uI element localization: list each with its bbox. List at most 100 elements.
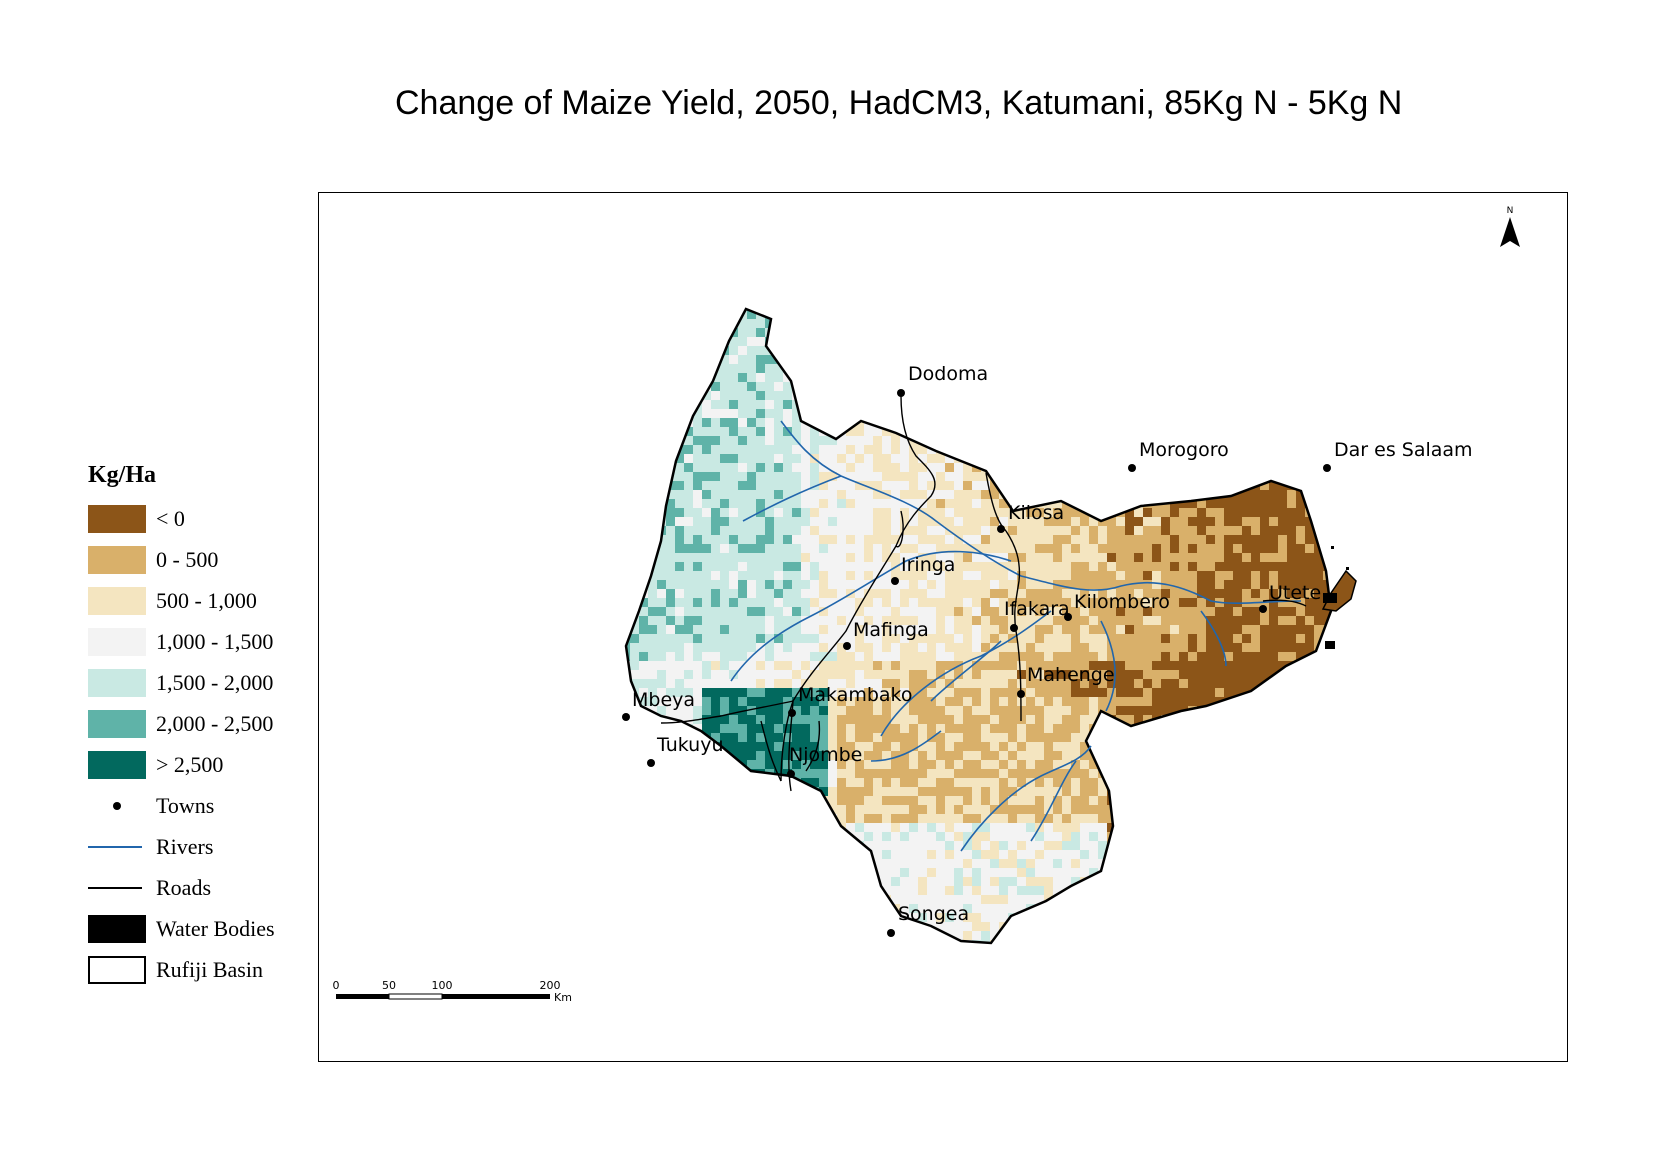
- raster-cell: [990, 589, 1000, 599]
- legend-label: Rivers: [156, 834, 214, 859]
- raster-cell: [837, 400, 847, 410]
- raster-cell: [1071, 355, 1081, 365]
- raster-cell: [1278, 472, 1288, 482]
- raster-cell: [882, 778, 892, 788]
- raster-cell: [981, 328, 991, 338]
- raster-cell: [1323, 535, 1331, 545]
- raster-cell: [1197, 310, 1207, 320]
- raster-cell: [1314, 724, 1324, 734]
- raster-cell: [1017, 670, 1027, 680]
- raster-cell: [963, 733, 973, 743]
- raster-cell: [900, 454, 910, 464]
- raster-cell: [900, 481, 910, 491]
- raster-cell: [675, 517, 685, 527]
- raster-cell: [873, 742, 883, 752]
- raster-cell: [1062, 805, 1072, 815]
- raster-cell: [1017, 346, 1027, 356]
- raster-cell: [981, 526, 991, 536]
- raster-cell: [720, 472, 730, 482]
- raster-cell: [999, 508, 1009, 518]
- raster-cell: [1233, 382, 1243, 392]
- raster-cell: [1053, 715, 1063, 725]
- raster-cell: [900, 337, 910, 347]
- raster-cell: [1044, 535, 1054, 545]
- raster-cell: [666, 760, 676, 770]
- raster-cell: [630, 445, 640, 455]
- raster-cell: [990, 724, 1000, 734]
- raster-cell: [702, 346, 712, 356]
- raster-cell: [936, 796, 946, 806]
- legend-swatch: [88, 628, 146, 656]
- raster-cell: [864, 427, 874, 437]
- raster-cell: [1197, 742, 1207, 752]
- raster-cell: [837, 634, 847, 644]
- raster-cell: [738, 850, 748, 860]
- raster-cell: [972, 409, 982, 419]
- raster-cell: [1035, 364, 1045, 374]
- raster-cell: [1143, 472, 1153, 482]
- raster-cell: [1053, 751, 1063, 761]
- raster-cell: [1143, 751, 1153, 761]
- raster-cell: [1161, 508, 1171, 518]
- raster-cell: [1044, 616, 1054, 626]
- raster-cell: [747, 418, 757, 428]
- raster-cell: [927, 778, 937, 788]
- raster-cell: [1233, 499, 1243, 509]
- raster-cell: [918, 517, 928, 527]
- raster-cell: [1098, 598, 1108, 608]
- raster-cell: [1116, 382, 1126, 392]
- raster-cell: [819, 391, 829, 401]
- raster-cell: [981, 670, 991, 680]
- raster-cell: [810, 400, 820, 410]
- raster-cell: [1062, 517, 1072, 527]
- raster-cell: [1008, 508, 1018, 518]
- raster-cell: [837, 643, 847, 653]
- legend-basin: Rufiji Basin: [88, 955, 263, 985]
- raster-cell: [972, 490, 982, 500]
- raster-cell: [1197, 373, 1207, 383]
- raster-cell: [1278, 580, 1288, 590]
- raster-cell: [747, 625, 757, 635]
- raster-cell: [882, 607, 892, 617]
- raster-cell: [783, 670, 793, 680]
- raster-cell: [720, 787, 730, 797]
- raster-cell: [810, 769, 820, 779]
- raster-cell: [720, 625, 730, 635]
- raster-cell: [630, 850, 640, 860]
- raster-cell: [990, 517, 1000, 527]
- raster-cell: [711, 436, 721, 446]
- raster-cell: [1152, 526, 1162, 536]
- raster-cell: [1314, 760, 1324, 770]
- raster-cell: [1080, 373, 1090, 383]
- raster-cell: [909, 481, 919, 491]
- raster-cell: [1206, 832, 1216, 842]
- raster-cell: [720, 823, 730, 833]
- raster-cell: [1143, 544, 1153, 554]
- raster-cell: [693, 562, 703, 572]
- raster-cell: [1287, 445, 1297, 455]
- raster-cell: [810, 706, 820, 716]
- raster-cell: [954, 481, 964, 491]
- raster-cell: [1242, 382, 1252, 392]
- raster-cell: [864, 535, 874, 545]
- raster-cell: [1035, 310, 1045, 320]
- raster-cell: [1134, 589, 1144, 599]
- raster-cell: [729, 409, 739, 419]
- raster-cell: [1323, 472, 1331, 482]
- raster-cell: [1260, 562, 1270, 572]
- raster-cell: [1215, 562, 1225, 572]
- raster-cell: [1107, 337, 1117, 347]
- raster-cell: [999, 787, 1009, 797]
- raster-cell: [1098, 328, 1108, 338]
- raster-cell: [1116, 553, 1126, 563]
- raster-cell: [945, 346, 955, 356]
- raster-cell: [981, 418, 991, 428]
- raster-cell: [1314, 652, 1324, 662]
- raster-cell: [765, 535, 775, 545]
- raster-cell: [891, 715, 901, 725]
- raster-cell: [756, 328, 766, 338]
- raster-cell: [756, 571, 766, 581]
- raster-cell: [1170, 526, 1180, 536]
- raster-cell: [882, 724, 892, 734]
- raster-cell: [1017, 481, 1027, 491]
